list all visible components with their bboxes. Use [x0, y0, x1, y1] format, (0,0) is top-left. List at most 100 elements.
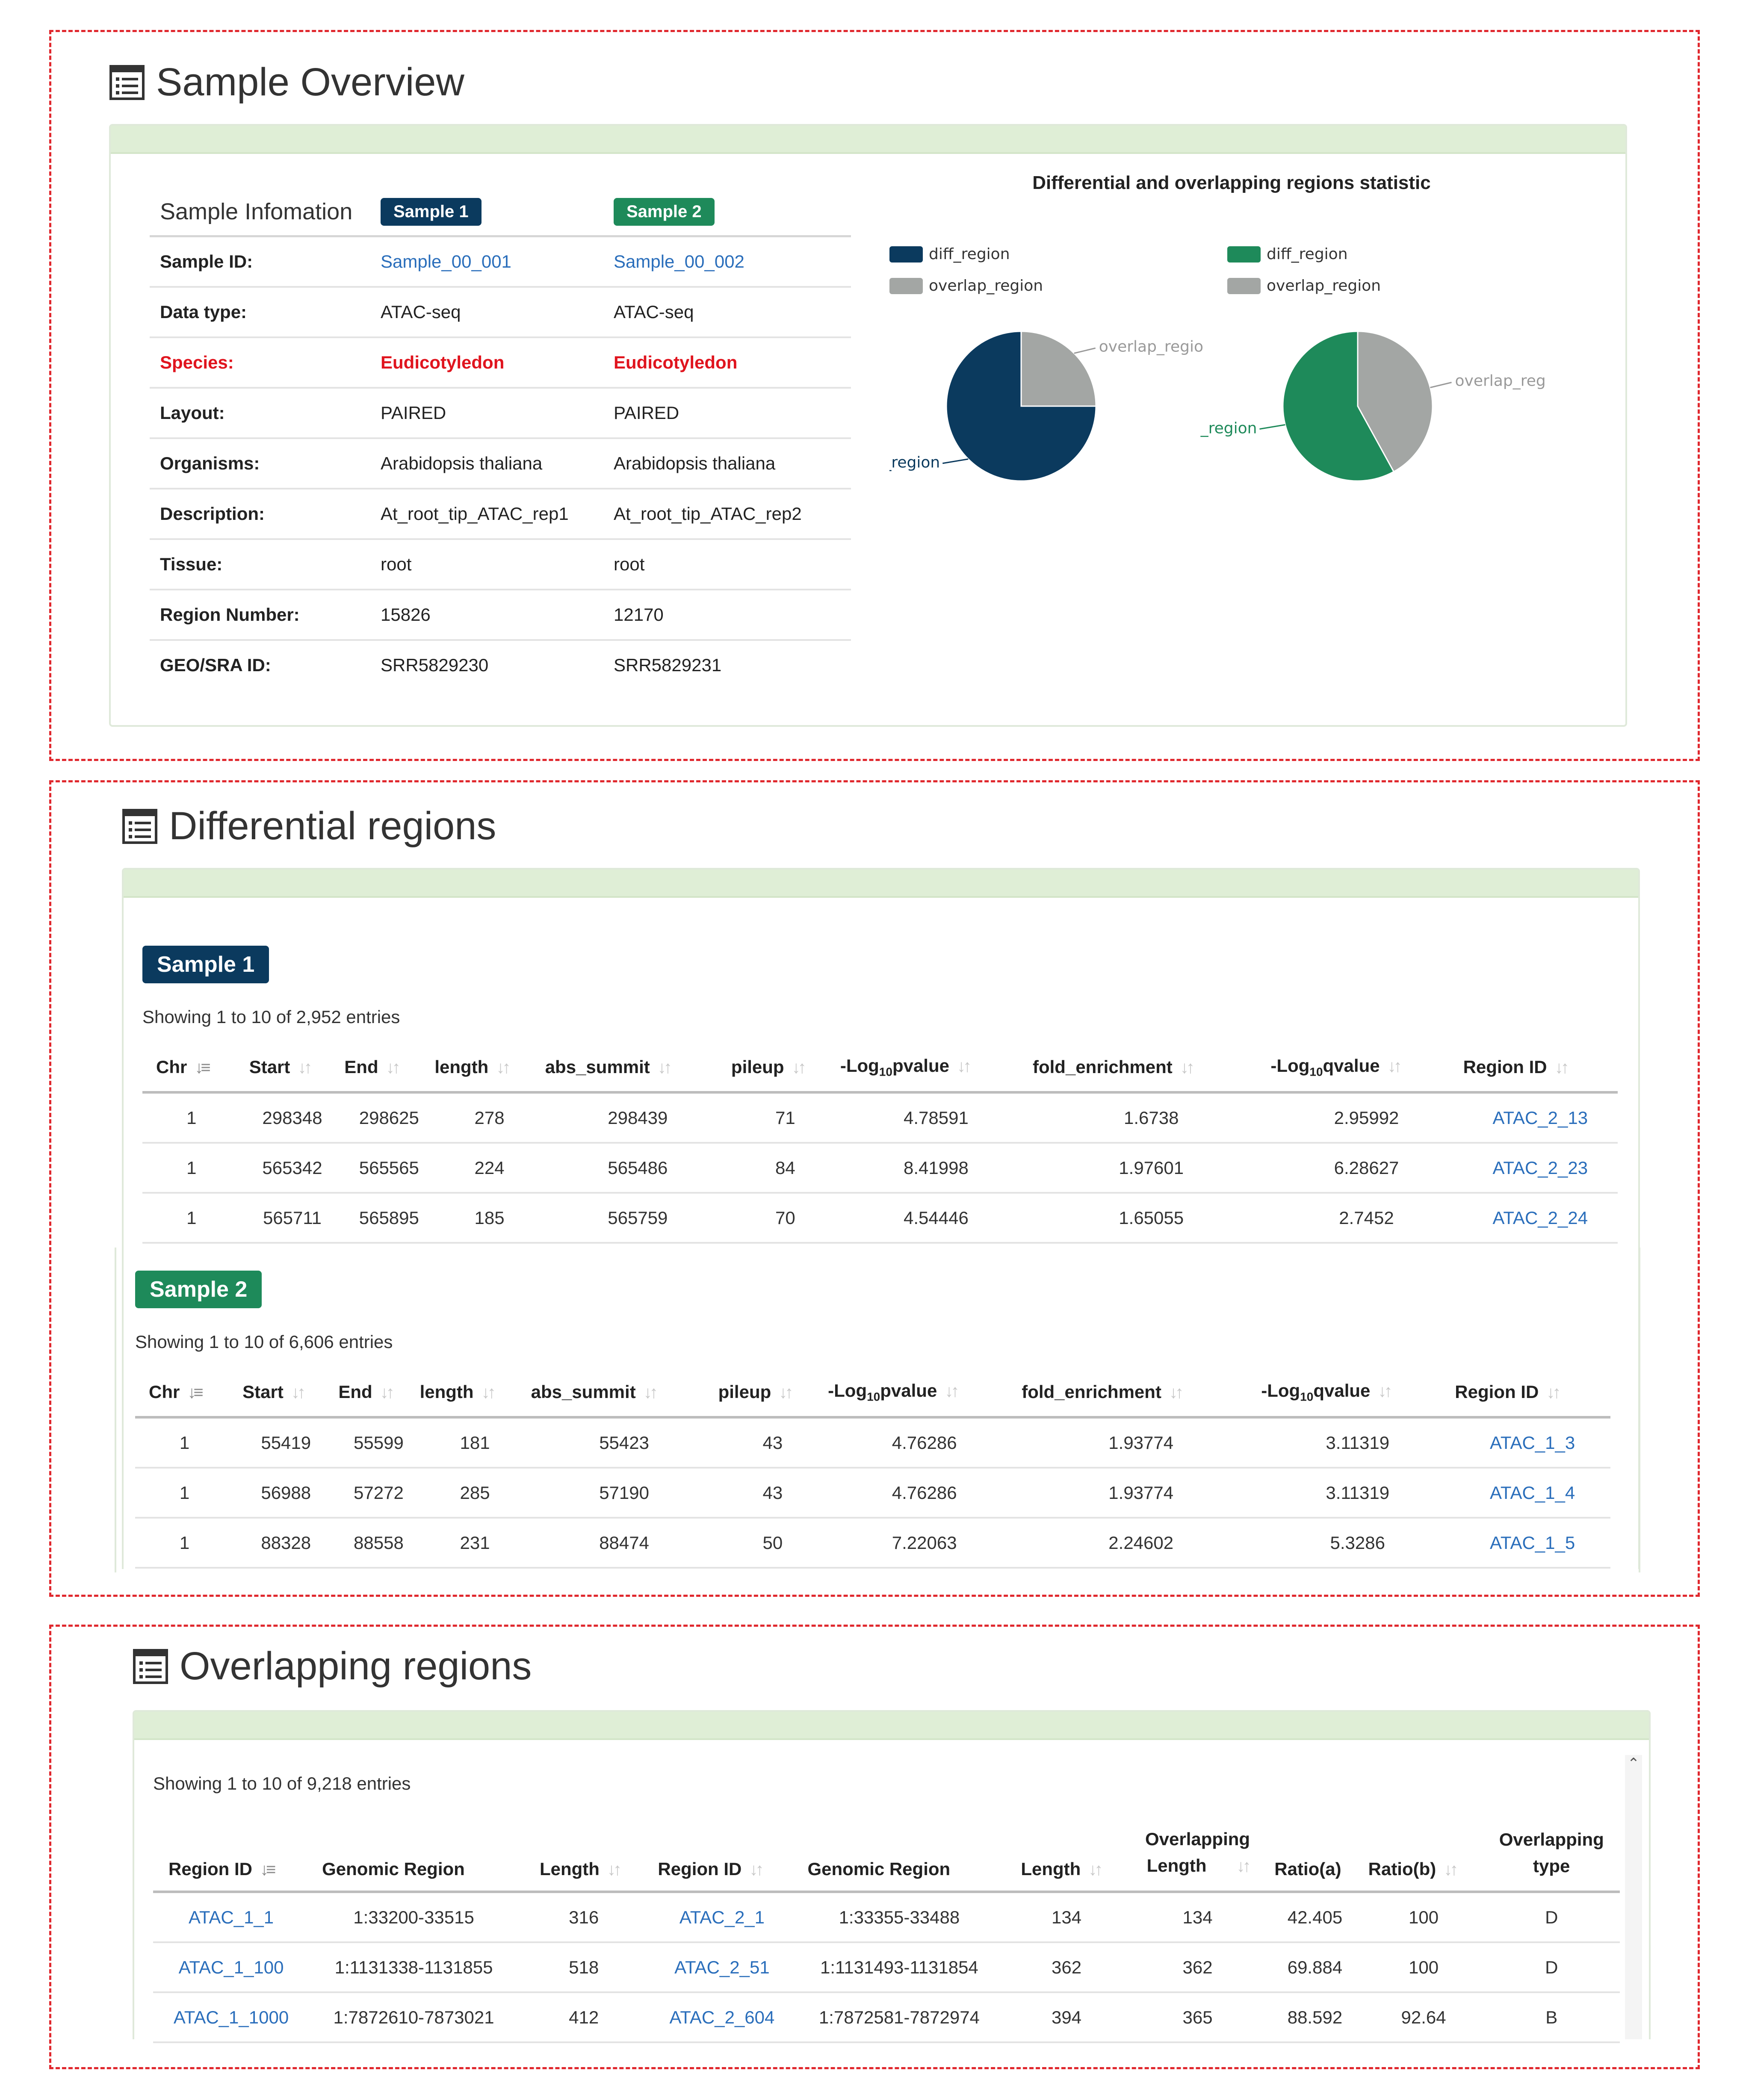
sort-icon: ↓↑ [496, 1058, 511, 1077]
panel-header [124, 870, 1638, 898]
sample-info-header-row: Sample Infomation Sample 1 Sample 2 [150, 188, 851, 237]
region-id-link[interactable]: ATAC_2_24 [1492, 1207, 1588, 1228]
col-header-region-id[interactable]: Region ID ↓↑ [1454, 1368, 1610, 1419]
col-header-length-b[interactable]: Length ↓↑ [1004, 1806, 1129, 1893]
region-id-link[interactable]: ATAC_2_23 [1492, 1157, 1588, 1178]
col-header-ratio-b[interactable]: Ratio(b) ↓↑ [1364, 1806, 1483, 1893]
info-value: At_root_tip_ATAC_rep1 [381, 504, 569, 524]
differential-section-title: Differential regions [122, 804, 496, 849]
section-heading: Differential regions [169, 804, 496, 848]
col-header-region-id-a[interactable]: Region ID ↓≡ [153, 1806, 310, 1893]
callout-line [1430, 382, 1452, 388]
panel-header [111, 126, 1625, 154]
pie-slice-overlap-region[interactable] [1020, 330, 1097, 407]
region-id-link[interactable]: ATAC_2_13 [1492, 1107, 1588, 1128]
chart-title: Differential and overlapping regions sta… [1032, 172, 1431, 193]
col-header-pileup[interactable]: pileup ↓↑ [730, 1043, 840, 1094]
region-id-link[interactable]: ATAC_1_100 [178, 1957, 284, 1977]
region-id-link[interactable]: ATAC_2_604 [669, 2007, 775, 2027]
table-header-row: Region ID ↓≡ Genomic Region Length ↓↑ Regi… [153, 1806, 1620, 1893]
scrollbar[interactable]: ⌃ [1625, 1755, 1642, 2039]
callout-line [942, 458, 969, 464]
col-header-genomic-region-b[interactable]: Genomic Region [795, 1806, 1004, 1893]
col-header-fold-enrichment[interactable]: fold_enrichment ↓↑ [1021, 1368, 1261, 1419]
legend-label[interactable]: overlap_region [929, 277, 1043, 295]
table-row: ATAC_1_100 1:1131338-1131855 518 ATAC_2_51 1… [153, 1942, 1620, 1993]
region-id-link[interactable]: ATAC_2_51 [674, 1957, 770, 1977]
region-id-link[interactable]: ATAC_1_4 [1490, 1482, 1575, 1503]
col-header-pileup[interactable]: pileup ↓↑ [718, 1368, 828, 1419]
info-label: Tissue: [160, 554, 223, 574]
col-header-length-a[interactable]: Length ↓↑ [518, 1806, 650, 1893]
diff-sample1-badge: Sample 1 [142, 946, 269, 983]
sort-icon: ↓↑ [380, 1383, 395, 1402]
legend-label[interactable]: diff_region [929, 245, 1010, 263]
legend-swatch[interactable] [889, 278, 923, 294]
info-value: Arabidopsis thaliana [614, 453, 776, 473]
col-header-end[interactable]: End ↓↑ [338, 1368, 419, 1419]
info-value: At_root_tip_ATAC_rep2 [614, 504, 802, 524]
region-id-link[interactable]: ATAC_1_1000 [173, 2007, 289, 2027]
col-header-start[interactable]: Start ↓↑ [240, 1043, 344, 1094]
sample2-id-link[interactable]: Sample_00_002 [614, 251, 744, 271]
col-header-overlapping-length[interactable]: Overlapping Length ↓↑ [1129, 1806, 1266, 1893]
col-header-log10-qvalue[interactable]: -Log10qvalue ↓↑ [1270, 1043, 1463, 1094]
col-header-length[interactable]: length ↓↑ [419, 1368, 531, 1419]
region-id-link[interactable]: ATAC_1_5 [1490, 1532, 1575, 1553]
legend-swatch[interactable] [1227, 246, 1261, 262]
sort-icon: ↓↑ [1088, 1860, 1103, 1879]
scroll-up-icon[interactable]: ⌃ [1627, 1755, 1640, 1772]
list-icon [122, 808, 157, 844]
col-header-end[interactable]: End ↓↑ [344, 1043, 434, 1094]
sort-icon: ↓↑ [1444, 1860, 1458, 1879]
sort-icon: ↓↑ [481, 1383, 496, 1402]
legend-label[interactable]: diff_region [1267, 245, 1348, 263]
col-header-genomic-region-a[interactable]: Genomic Region [309, 1806, 518, 1893]
info-value: root [381, 554, 412, 574]
col-header-start[interactable]: Start ↓↑ [234, 1368, 338, 1419]
callout-line [1259, 424, 1285, 430]
differential-section-outline [49, 780, 1700, 1597]
table-row: 1 565342 565565 224 565486 84 8.41998 1.97601 6.… [142, 1143, 1618, 1194]
pie-slice-diff-region[interactable] [1282, 330, 1395, 482]
overlapping-section-outline [49, 1625, 1700, 2069]
col-header-abs-summit[interactable]: abs_summit ↓↑ [530, 1368, 718, 1419]
sort-asc-icon: ↓≡ [260, 1860, 276, 1879]
info-value: ATAC-seq [381, 302, 461, 322]
col-header-length[interactable]: length ↓↑ [434, 1043, 545, 1094]
table-row: 1 55419 55599 181 55423 43 4.76286 1.93774 3.113… [135, 1417, 1610, 1469]
col-header-log10-pvalue[interactable]: -Log10pvalue ↓↑ [827, 1368, 1022, 1419]
col-header-region-id-b[interactable]: Region ID ↓↑ [649, 1806, 795, 1893]
col-header-ratio-a[interactable]: Ratio(a) [1266, 1806, 1364, 1893]
region-id-link[interactable]: ATAC_2_1 [679, 1907, 765, 1927]
info-label: Sample ID: [160, 251, 253, 271]
overlap-table: Region ID ↓≡ Genomic Region Length ↓↑ Regi… [153, 1806, 1620, 2043]
legend-swatch[interactable] [1227, 278, 1261, 294]
region-id-link[interactable]: ATAC_1_3 [1490, 1432, 1575, 1453]
sort-icon: ↓↑ [957, 1056, 972, 1076]
info-label: GEO/SRA ID: [160, 655, 271, 675]
col-header-log10-qvalue[interactable]: -Log10qvalue ↓↑ [1261, 1368, 1455, 1419]
sort-icon: ↓↑ [386, 1058, 401, 1077]
col-header-abs-summit[interactable]: abs_summit ↓↑ [544, 1043, 731, 1094]
legend-swatch[interactable] [889, 246, 923, 262]
overview-section-title: Sample Overview [109, 60, 464, 105]
col-header-overlapping-type[interactable]: Overlapping type [1483, 1806, 1620, 1893]
info-value: ATAC-seq [614, 302, 694, 322]
info-value: root [614, 554, 645, 574]
sample2-badge: Sample 2 [614, 198, 715, 226]
col-header-chr[interactable]: Chr ↓≡ [135, 1368, 234, 1419]
col-header-fold-enrichment[interactable]: fold_enrichment ↓↑ [1032, 1043, 1270, 1094]
table-row: ATAC_1_1 1:33200-33515 316 ATAC_2_1 1:33355-… [153, 1892, 1620, 1943]
info-value: SRR5829230 [381, 655, 489, 675]
region-id-link[interactable]: ATAC_1_1 [188, 1907, 274, 1927]
col-header-region-id[interactable]: Region ID ↓↑ [1462, 1043, 1618, 1094]
sample1-id-link[interactable]: Sample_00_001 [381, 251, 511, 271]
pie-slice-diff-region[interactable] [945, 330, 1097, 482]
sort-icon: ↓↑ [792, 1058, 806, 1077]
info-label: Species: [160, 352, 234, 372]
legend-label[interactable]: overlap_region [1267, 277, 1381, 295]
info-value: PAIRED [381, 403, 446, 423]
col-header-chr[interactable]: Chr ↓≡ [142, 1043, 241, 1094]
col-header-log10-pvalue[interactable]: -Log10pvalue ↓↑ [839, 1043, 1032, 1094]
